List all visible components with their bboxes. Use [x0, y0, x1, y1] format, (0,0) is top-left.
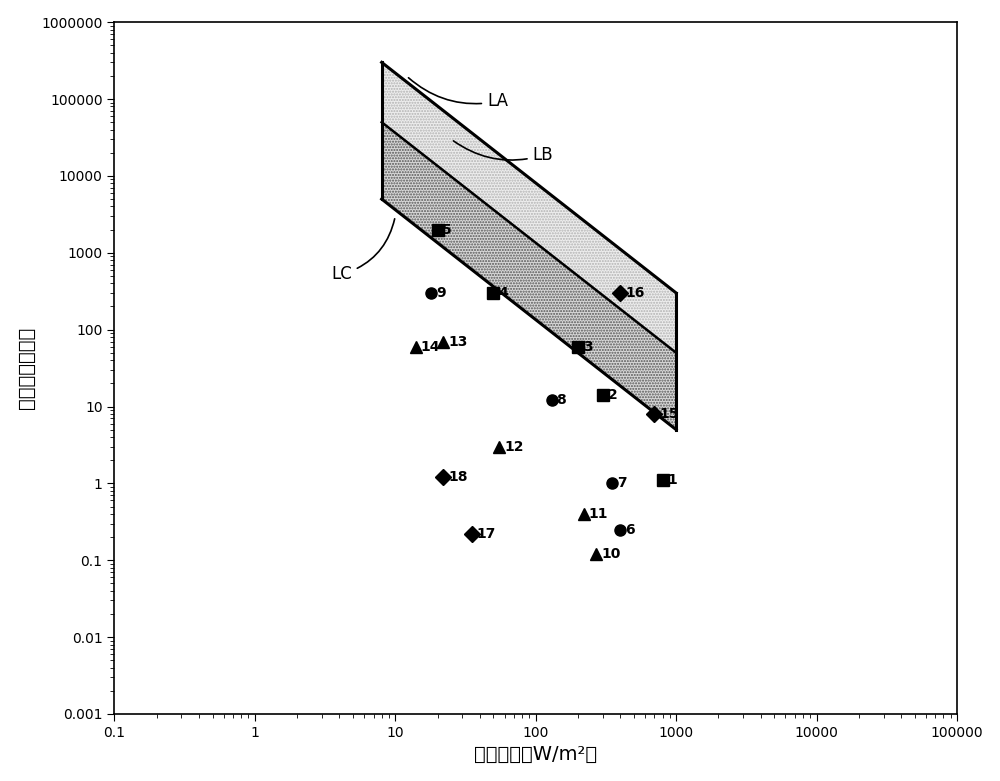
Text: LC: LC — [331, 219, 395, 284]
Text: 10: 10 — [601, 547, 620, 562]
Text: 6: 6 — [625, 522, 635, 537]
Text: 13: 13 — [448, 334, 467, 348]
Text: 1: 1 — [667, 473, 677, 487]
Text: 18: 18 — [448, 470, 468, 484]
Text: 2: 2 — [607, 388, 617, 402]
Text: 16: 16 — [625, 286, 644, 300]
Text: 15: 15 — [659, 407, 679, 421]
Text: LA: LA — [408, 78, 508, 110]
Y-axis label: 照射时间（秒）: 照射时间（秒） — [17, 327, 36, 409]
Text: 5: 5 — [442, 223, 452, 237]
Text: 8: 8 — [556, 394, 566, 408]
Text: LB: LB — [453, 141, 553, 164]
Text: 12: 12 — [504, 440, 523, 454]
Polygon shape — [382, 62, 676, 353]
Text: 14: 14 — [420, 340, 440, 354]
X-axis label: 辐射照度（W/m²）: 辐射照度（W/m²） — [474, 745, 597, 765]
Text: 7: 7 — [617, 476, 626, 490]
Text: 11: 11 — [588, 507, 608, 521]
Text: 9: 9 — [436, 286, 445, 300]
Polygon shape — [382, 62, 676, 430]
Text: 3: 3 — [583, 340, 592, 354]
Text: 17: 17 — [476, 527, 496, 541]
Text: 4: 4 — [498, 286, 508, 300]
